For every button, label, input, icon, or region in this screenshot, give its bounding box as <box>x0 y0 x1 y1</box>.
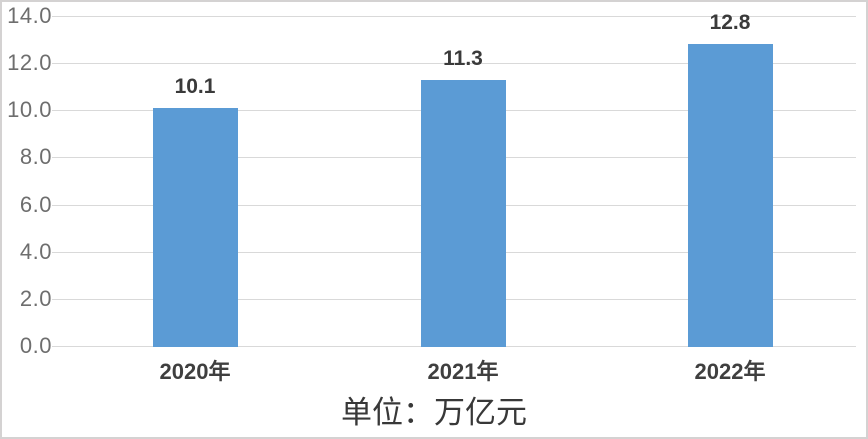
y-tick-label: 6.0 <box>19 192 52 217</box>
tick-mark <box>52 110 58 111</box>
y-tick-label: 2.0 <box>19 286 52 311</box>
y-tick-label: 0.0 <box>19 333 52 358</box>
tick-mark <box>52 16 58 17</box>
y-tick-label: 8.0 <box>19 144 52 169</box>
bar <box>688 44 773 347</box>
gridline <box>58 63 856 64</box>
bar-value-label: 11.3 <box>443 47 483 70</box>
unit-label: 单位：万亿元 <box>341 395 527 431</box>
x-category-label: 2021年 <box>427 359 499 384</box>
tick-mark <box>52 205 58 206</box>
bar <box>421 80 506 347</box>
x-category-label: 2022年 <box>694 359 766 384</box>
y-tick-label: 12.0 <box>7 50 52 75</box>
tick-mark <box>52 346 58 347</box>
bar-value-label: 12.8 <box>709 11 751 34</box>
x-category-label: 2020年 <box>159 359 231 384</box>
y-tick-label: 14.0 <box>7 3 52 28</box>
tick-mark <box>52 157 58 158</box>
bar-value-label: 10.1 <box>174 75 216 98</box>
gridline <box>58 16 856 17</box>
y-tick-label: 4.0 <box>19 239 52 264</box>
tick-mark <box>52 252 58 253</box>
tick-mark <box>52 299 58 300</box>
tick-mark <box>52 63 58 64</box>
y-tick-label: 10.0 <box>7 97 52 122</box>
bar <box>153 108 238 347</box>
